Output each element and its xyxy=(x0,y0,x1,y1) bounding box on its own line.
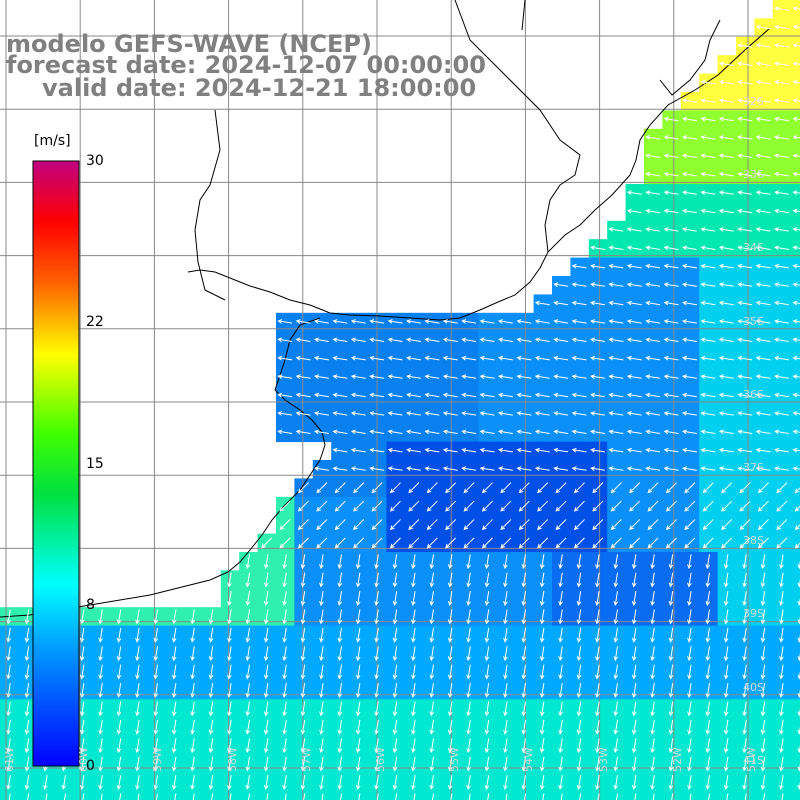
river-coastline xyxy=(194,0,721,301)
lat-label-36S: 36S xyxy=(743,387,764,401)
lon-label-53W: 53W xyxy=(596,747,610,772)
lat-label-38S: 38S xyxy=(743,534,764,548)
lon-label-57W: 57W xyxy=(299,747,313,772)
lon-label-51W: 51W xyxy=(745,747,758,772)
lat-label-34S: 34S xyxy=(743,241,764,255)
lat-label-41S: 41S xyxy=(743,753,764,767)
valid-date: valid date: 2024-12-21 18:00:00 xyxy=(42,74,477,102)
coastline xyxy=(0,27,771,618)
lat-label-35S: 35S xyxy=(743,314,764,328)
lon-label-55W: 55W xyxy=(448,747,462,772)
lat-label-39S: 39S xyxy=(743,607,764,621)
lon-label-58W: 58W xyxy=(225,747,239,772)
lat-label-32S: 32S xyxy=(743,95,764,108)
lon-label-59W: 59W xyxy=(151,747,165,772)
lon-label-56W: 56W xyxy=(374,747,387,772)
lat-label-37S: 37S xyxy=(743,461,764,474)
lat-label-33S: 33S xyxy=(743,168,764,182)
lon-label-60W: 60W xyxy=(77,747,91,772)
lon-label-61W: 61W xyxy=(3,747,16,772)
lat-label-40S: 40S xyxy=(743,680,764,694)
model-title: modelo GEFS-WAVE (NCEP) xyxy=(6,30,372,58)
lon-label-52W: 52W xyxy=(670,747,684,772)
forecast-date: forecast date: 2024-12-07 00:00:00 xyxy=(6,51,486,79)
lon-label-54W: 54W xyxy=(522,747,536,772)
